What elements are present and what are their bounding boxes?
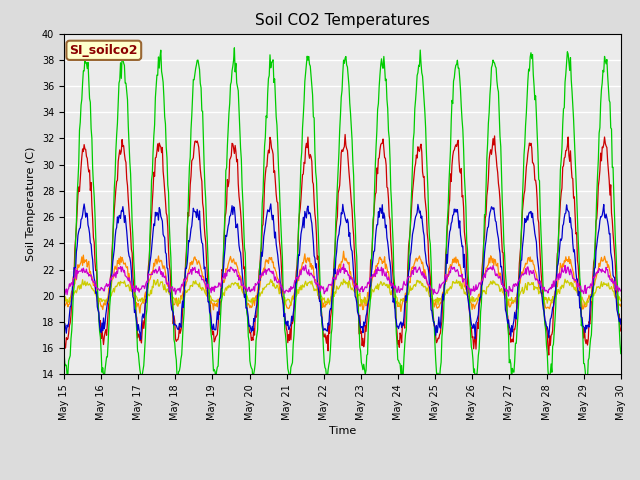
SoilT_3 — [184, 287, 192, 293]
SoilT_6 — [214, 284, 221, 290]
SoilT_4 — [214, 364, 221, 370]
SoilT_6 — [70, 276, 78, 281]
SoilT_1 — [184, 210, 192, 216]
SoilT_1 — [127, 246, 135, 252]
SoilT_6 — [184, 271, 192, 276]
SoilT_3 — [70, 291, 78, 297]
SoilT_6 — [505, 293, 513, 299]
SoilT_2 — [340, 248, 348, 254]
SoilT_5 — [412, 214, 419, 220]
SoilT_1 — [341, 132, 349, 137]
SoilT_6 — [617, 288, 625, 294]
SoilT_5 — [267, 201, 275, 207]
SoilT_1 — [545, 352, 552, 358]
SoilT_3 — [412, 283, 419, 289]
SoilT_5 — [428, 308, 436, 314]
SoilT_1 — [617, 328, 625, 334]
SoilT_2 — [70, 281, 78, 287]
SoilT_6 — [411, 266, 419, 272]
SoilT_1 — [214, 331, 221, 337]
SoilT_2 — [412, 256, 419, 262]
SoilT_6 — [340, 261, 348, 267]
SoilT_3 — [428, 294, 436, 300]
SoilT_1 — [411, 165, 419, 170]
SoilT_5 — [70, 264, 78, 270]
SoilT_4 — [230, 45, 238, 51]
Line: SoilT_2: SoilT_2 — [64, 251, 621, 313]
SoilT_2 — [127, 288, 135, 293]
SoilT_3 — [340, 276, 348, 282]
Y-axis label: Soil Temperature (C): Soil Temperature (C) — [26, 147, 36, 261]
SoilT_2 — [60, 306, 68, 312]
SoilT_4 — [428, 259, 435, 265]
SoilT_5 — [127, 268, 135, 274]
SoilT_4 — [127, 194, 135, 200]
X-axis label: Time: Time — [329, 426, 356, 435]
SoilT_5 — [185, 238, 193, 243]
Title: Soil CO2 Temperatures: Soil CO2 Temperatures — [255, 13, 430, 28]
SoilT_3 — [214, 300, 221, 305]
SoilT_2 — [136, 310, 144, 316]
SoilT_6 — [60, 292, 68, 298]
SoilT_4 — [411, 106, 419, 112]
SoilT_5 — [137, 336, 145, 342]
SoilT_3 — [127, 288, 135, 294]
Line: SoilT_6: SoilT_6 — [64, 264, 621, 296]
SoilT_4 — [60, 348, 68, 354]
SoilT_6 — [428, 286, 435, 292]
Line: SoilT_5: SoilT_5 — [64, 204, 621, 339]
SoilT_5 — [60, 321, 68, 326]
SoilT_4 — [472, 380, 479, 386]
SoilT_5 — [214, 317, 222, 323]
SoilT_3 — [617, 298, 625, 304]
Line: SoilT_3: SoilT_3 — [64, 279, 621, 306]
SoilT_6 — [127, 282, 135, 288]
SoilT_3 — [396, 303, 403, 309]
SoilT_4 — [70, 284, 78, 290]
SoilT_4 — [184, 215, 192, 220]
SoilT_3 — [60, 299, 68, 305]
SoilT_5 — [617, 321, 625, 327]
SoilT_2 — [617, 303, 625, 309]
SoilT_2 — [428, 294, 436, 300]
Line: SoilT_4: SoilT_4 — [64, 48, 621, 383]
SoilT_2 — [214, 296, 222, 302]
SoilT_1 — [70, 273, 78, 278]
Line: SoilT_1: SoilT_1 — [64, 134, 621, 355]
SoilT_4 — [617, 351, 625, 357]
SoilT_2 — [185, 267, 193, 273]
Text: SI_soilco2: SI_soilco2 — [70, 44, 138, 57]
SoilT_1 — [60, 330, 68, 336]
SoilT_1 — [428, 296, 435, 301]
